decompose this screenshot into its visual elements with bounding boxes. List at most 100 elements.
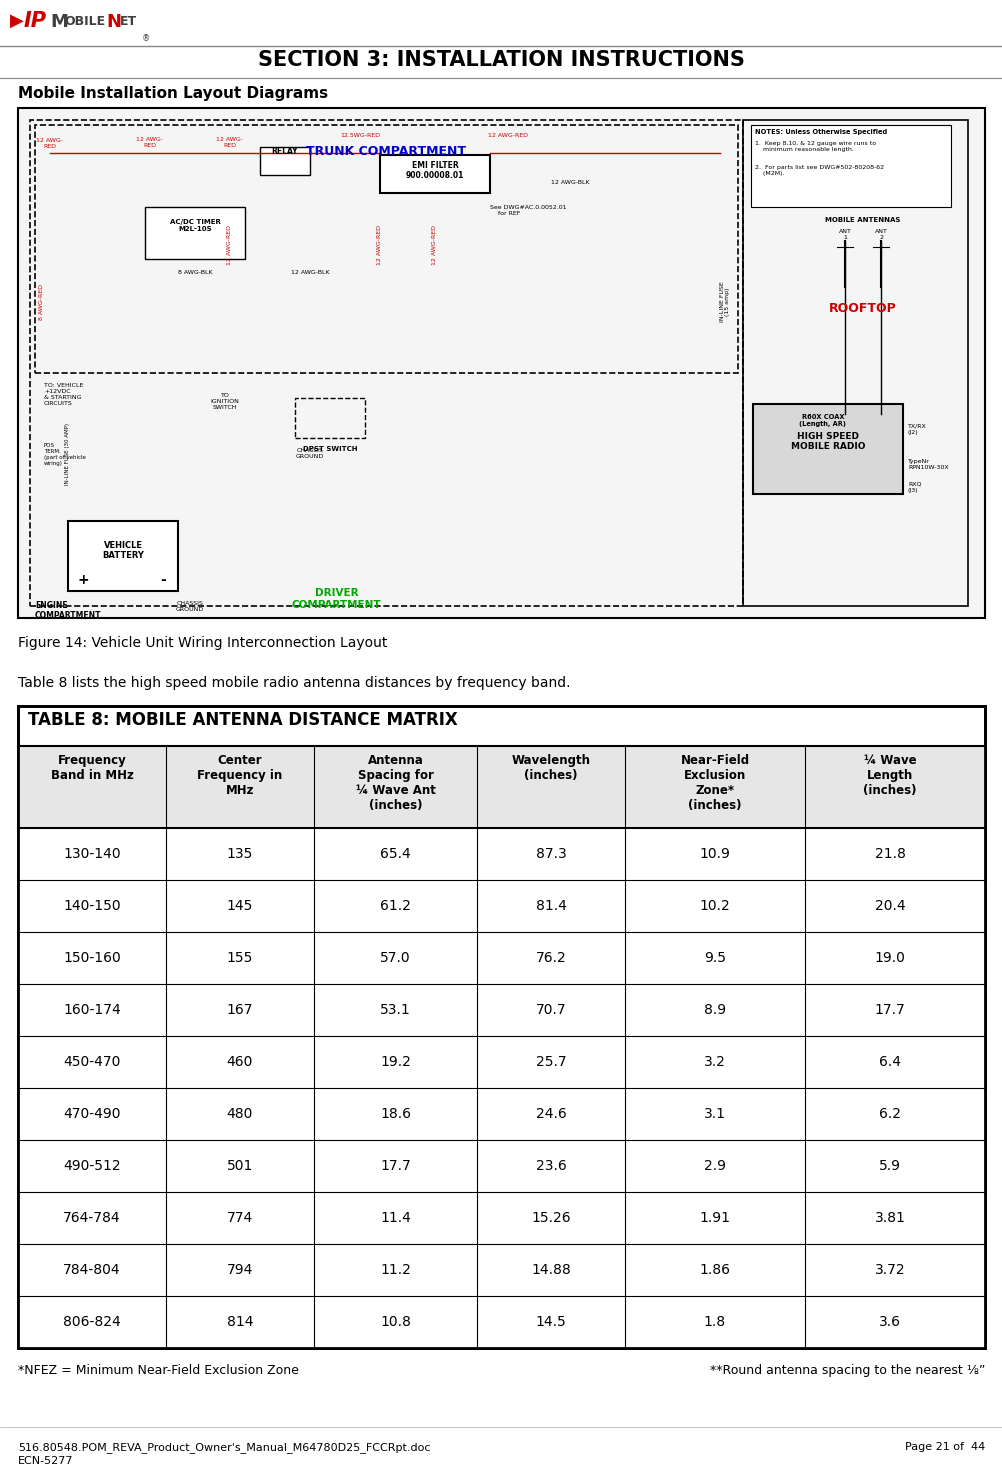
Text: *NFEZ = Minimum Near-Field Exclusion Zone: *NFEZ = Minimum Near-Field Exclusion Zon…	[18, 1364, 299, 1377]
Text: N: N	[106, 13, 121, 31]
Text: 20.4: 20.4	[874, 899, 905, 913]
Bar	[18, 1140, 984, 1192]
Text: 18.6: 18.6	[380, 1108, 411, 1121]
Text: 57.0: 57.0	[380, 952, 411, 965]
Text: 19.2: 19.2	[380, 1055, 411, 1069]
Text: 3.2: 3.2	[703, 1055, 725, 1069]
Text: 3.6: 3.6	[878, 1315, 900, 1329]
Text: 480: 480	[226, 1108, 253, 1121]
Text: See DWG#AC.0.0052.01
    for REF: See DWG#AC.0.0052.01 for REF	[490, 205, 566, 217]
Bar	[18, 1036, 984, 1089]
Bar	[260, 147, 310, 175]
Bar	[18, 1089, 984, 1140]
Text: 1.  Keep 8,10, & 12 gauge wire runs to
    minimum reasonable length.: 1. Keep 8,10, & 12 gauge wire runs to mi…	[755, 141, 876, 152]
Text: 470-490: 470-490	[63, 1108, 120, 1121]
Text: -: -	[160, 573, 165, 588]
Text: 450-470: 450-470	[63, 1055, 120, 1069]
Text: RXQ
(J3): RXQ (J3)	[907, 482, 921, 492]
Text: ENGINE
COMPARTMENT: ENGINE COMPARTMENT	[35, 601, 101, 620]
Bar	[30, 119, 742, 605]
Text: 1.8: 1.8	[703, 1315, 725, 1329]
Bar	[18, 932, 984, 984]
Text: 14.5: 14.5	[535, 1315, 566, 1329]
Text: 501: 501	[226, 1159, 253, 1173]
Text: SECTION 3: INSTALLATION INSTRUCTIONS: SECTION 3: INSTALLATION INSTRUCTIONS	[258, 50, 744, 71]
Text: 61.2: 61.2	[380, 899, 411, 913]
Bar	[750, 125, 950, 208]
Text: IN-LINE FUSE
(15 amp): IN-LINE FUSE (15 amp)	[718, 281, 729, 323]
Text: ET: ET	[120, 15, 137, 28]
Text: Table 8 lists the high speed mobile radio antenna distances by frequency band.: Table 8 lists the high speed mobile radi…	[18, 676, 570, 689]
Text: ROOFTOP: ROOFTOP	[829, 302, 896, 315]
Text: 10.2: 10.2	[699, 899, 729, 913]
Text: ANT
 2: ANT 2	[874, 228, 887, 240]
Text: TRUNK COMPARTMENT: TRUNK COMPARTMENT	[307, 144, 466, 158]
Text: 76.2: 76.2	[535, 952, 566, 965]
Text: 23.6: 23.6	[535, 1159, 566, 1173]
Text: EMI FILTER
900.00008.01: EMI FILTER 900.00008.01	[406, 161, 464, 180]
Text: TypeNr
RPN10W-30X: TypeNr RPN10W-30X	[907, 458, 948, 470]
Text: 12 AWG-RED: 12 AWG-RED	[227, 225, 232, 265]
Text: 65.4: 65.4	[380, 847, 411, 862]
Text: 167: 167	[226, 1003, 253, 1016]
Text: 11.2: 11.2	[380, 1262, 411, 1277]
Text: 10.9: 10.9	[698, 847, 729, 862]
Text: 764-784: 764-784	[63, 1211, 120, 1226]
Text: POS
TERM.
(part of vehicle
wiring): POS TERM. (part of vehicle wiring)	[44, 443, 86, 465]
Text: VEHICLE
BATTERY: VEHICLE BATTERY	[102, 541, 144, 560]
Bar	[18, 745, 984, 828]
Text: 12 AWG-
RED: 12 AWG- RED	[136, 137, 163, 147]
Bar	[18, 1245, 984, 1296]
Bar	[18, 1192, 984, 1245]
Text: 155: 155	[226, 952, 253, 965]
Text: 8 AWG-BLK: 8 AWG-BLK	[177, 270, 212, 275]
Text: 10.8: 10.8	[380, 1315, 411, 1329]
Text: **Round antenna spacing to the nearest ⅛”: **Round antenna spacing to the nearest ⅛…	[709, 1364, 984, 1377]
Bar	[380, 155, 490, 193]
Text: 12 AWG-BLK: 12 AWG-BLK	[291, 270, 329, 275]
Text: Near-Field
Exclusion
Zone*
(inches): Near-Field Exclusion Zone* (inches)	[679, 754, 748, 812]
Text: Center
Frequency in
MHz: Center Frequency in MHz	[197, 754, 283, 797]
Text: 25.7: 25.7	[535, 1055, 566, 1069]
Text: 2.  For parts list see DWG#502-80208-62
    (M2M).: 2. For parts list see DWG#502-80208-62 (…	[755, 165, 883, 175]
Text: 9.5: 9.5	[703, 952, 725, 965]
Bar	[742, 119, 967, 605]
Text: IN-LINE FUSE (30 AMP): IN-LINE FUSE (30 AMP)	[65, 423, 70, 485]
Text: 1.91: 1.91	[698, 1211, 729, 1226]
Text: ▶: ▶	[10, 12, 24, 29]
Text: Figure 14: Vehicle Unit Wiring Interconnection Layout: Figure 14: Vehicle Unit Wiring Interconn…	[18, 636, 387, 650]
Bar	[18, 879, 984, 932]
Bar	[35, 125, 737, 373]
Text: MOBILE ANTENNAS: MOBILE ANTENNAS	[825, 217, 900, 222]
Text: 14.88: 14.88	[531, 1262, 570, 1277]
Bar	[18, 984, 984, 1036]
Text: Page 21 of  44: Page 21 of 44	[904, 1442, 984, 1452]
Text: TO: VEHICLE
+12VDC
& STARTING
CIRCUITS: TO: VEHICLE +12VDC & STARTING CIRCUITS	[44, 383, 83, 405]
Text: Wavelength
(inches): Wavelength (inches)	[511, 754, 590, 782]
Text: DPST SWITCH: DPST SWITCH	[303, 446, 357, 452]
Bar	[753, 404, 902, 493]
Text: 70.7: 70.7	[535, 1003, 566, 1016]
Bar	[18, 1296, 984, 1348]
Text: 12 AWG-
RED: 12 AWG- RED	[36, 138, 63, 149]
Text: TABLE 8: MOBILE ANTENNA DISTANCE MATRIX: TABLE 8: MOBILE ANTENNA DISTANCE MATRIX	[28, 711, 457, 729]
Text: 140-150: 140-150	[63, 899, 120, 913]
Text: 6.2: 6.2	[878, 1108, 900, 1121]
Text: 12 AWG-RED: 12 AWG-RED	[488, 133, 527, 138]
Text: Mobile Installation Layout Diagrams: Mobile Installation Layout Diagrams	[18, 85, 328, 102]
Text: 490-512: 490-512	[63, 1159, 120, 1173]
Text: 806-824: 806-824	[63, 1315, 121, 1329]
Text: 21.8: 21.8	[874, 847, 905, 862]
Text: 3.1: 3.1	[703, 1108, 725, 1121]
Text: 24.6: 24.6	[535, 1108, 566, 1121]
Bar	[145, 208, 244, 259]
Text: 160-174: 160-174	[63, 1003, 121, 1016]
Bar	[18, 108, 984, 619]
Text: 17.7: 17.7	[380, 1159, 411, 1173]
Text: Antenna
Spacing for
¼ Wave Ant
(inches): Antenna Spacing for ¼ Wave Ant (inches)	[355, 754, 435, 812]
Bar	[68, 521, 177, 591]
Text: 145: 145	[226, 899, 253, 913]
Text: 3.72: 3.72	[874, 1262, 905, 1277]
Text: 8 AWG-RED: 8 AWG-RED	[39, 284, 44, 320]
Text: 11.4: 11.4	[380, 1211, 411, 1226]
